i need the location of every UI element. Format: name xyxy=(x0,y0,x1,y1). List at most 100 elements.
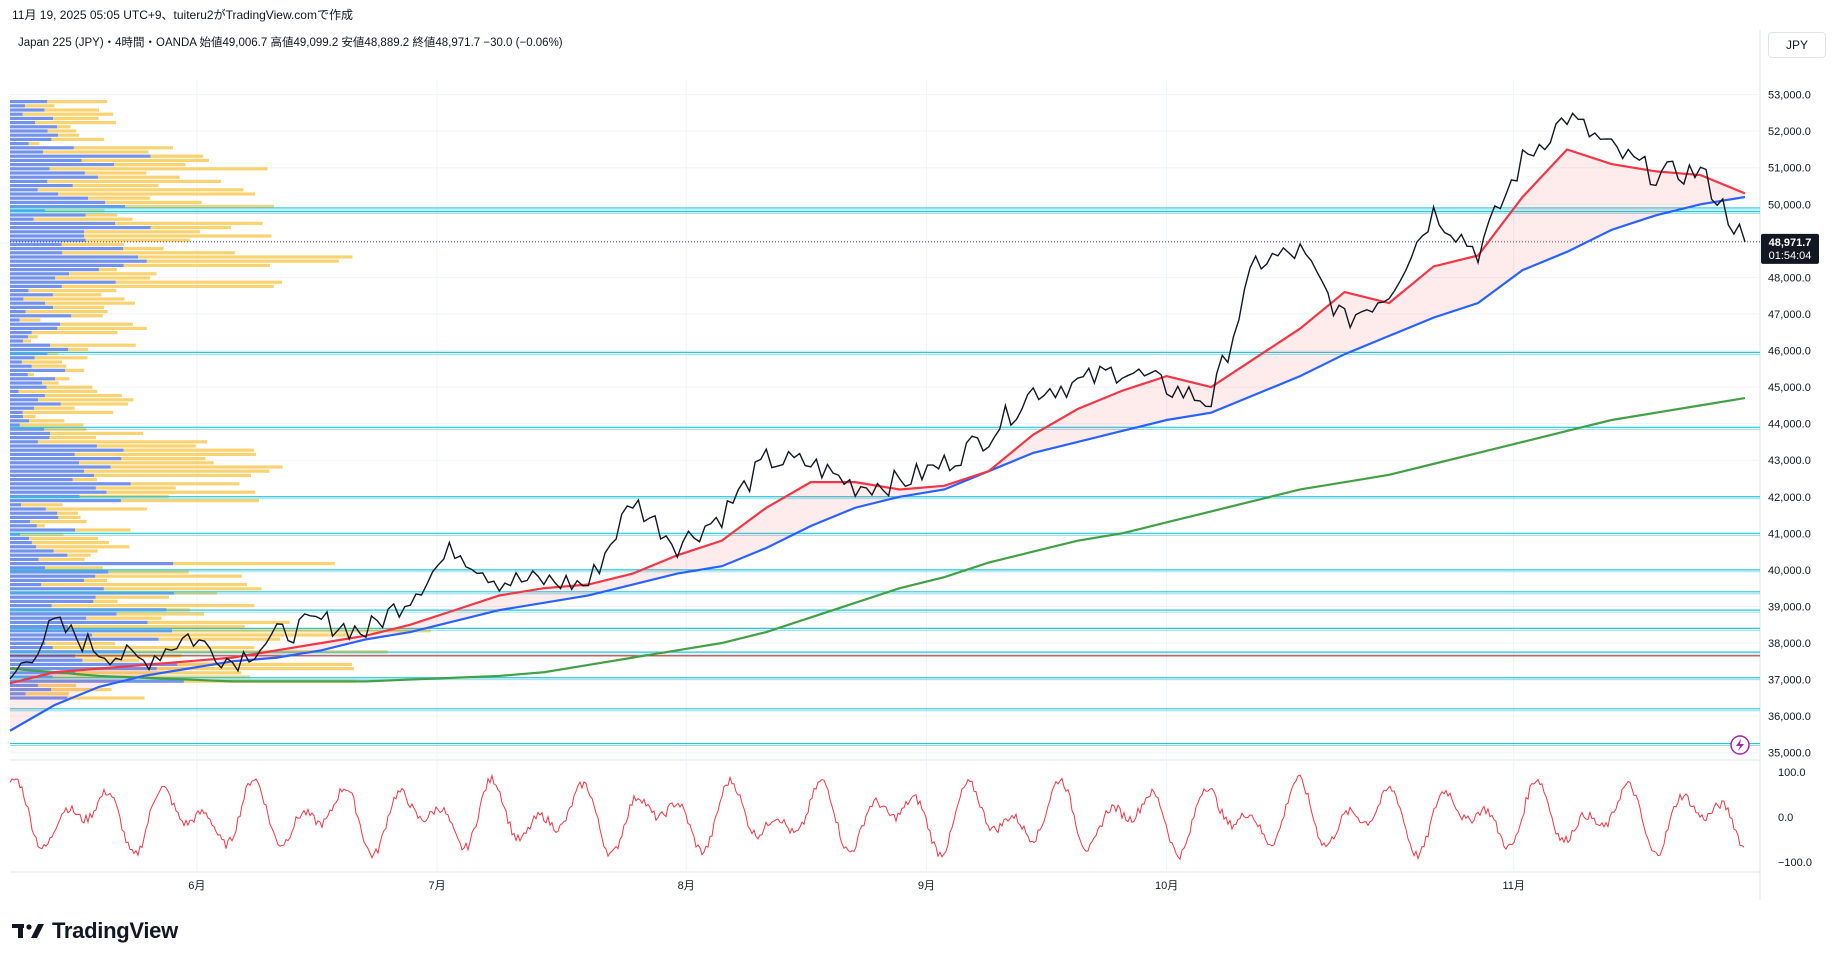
volume-bar-down xyxy=(36,545,130,549)
volume-bar-up xyxy=(10,268,99,272)
volume-bar-up xyxy=(10,532,21,536)
volume-bar-down xyxy=(28,335,38,339)
volume-bar-down xyxy=(53,549,98,553)
series-lines xyxy=(9,112,1746,732)
volume-bar-down xyxy=(95,574,242,578)
volume-bar-down xyxy=(37,683,77,687)
volume-bar-down xyxy=(52,293,102,297)
volume-bar-down xyxy=(51,137,105,141)
volume-profile xyxy=(10,100,431,700)
volume-bar-up xyxy=(10,364,32,368)
x-tick-label: 11月 xyxy=(1502,880,1524,892)
volume-bar-down xyxy=(95,486,176,490)
ma_short-line xyxy=(9,148,1746,685)
volume-bar-down xyxy=(65,368,85,372)
tradingview-logo-icon xyxy=(12,924,44,938)
volume-bar-up xyxy=(10,683,38,687)
volume-bar-down xyxy=(23,415,36,419)
volume-bar-up xyxy=(10,410,23,414)
volume-bar-up xyxy=(10,620,148,624)
volume-bar-up xyxy=(10,326,58,330)
volume-bar-down xyxy=(44,394,122,398)
oscillator xyxy=(9,773,1745,861)
volume-bar-down xyxy=(103,587,262,591)
volume-bar-up xyxy=(10,612,117,616)
volume-bar-down xyxy=(173,562,335,566)
volume-bar-down xyxy=(84,469,270,473)
volume-bar-up xyxy=(10,658,83,662)
volume-bar-up xyxy=(10,100,48,104)
volume-bar-down xyxy=(20,532,64,536)
volume-bar-up xyxy=(10,562,174,566)
volume-bar-up xyxy=(10,318,20,322)
volume-bar-up xyxy=(10,205,126,209)
volume-bar-up xyxy=(10,696,68,700)
volume-bar-up xyxy=(10,259,147,263)
volume-bar-up xyxy=(10,163,115,167)
volume-bar-up xyxy=(10,616,87,620)
currency-button[interactable]: JPY xyxy=(1768,32,1826,58)
volume-bar-down xyxy=(84,234,272,238)
volume-bar-down xyxy=(83,230,201,234)
volume-bar-down xyxy=(81,158,209,162)
volume-bar-down xyxy=(156,667,354,671)
volume-bar-down xyxy=(67,696,145,700)
volume-bar-up xyxy=(10,440,38,444)
volume-bar-down xyxy=(34,406,75,410)
volume-bar-up xyxy=(10,394,45,398)
volume-bar-down xyxy=(58,192,256,196)
volume-bar-down xyxy=(25,692,69,696)
volume-bar-down xyxy=(130,482,240,486)
volume-bar-down xyxy=(45,641,116,645)
osc-tick-label: 100.0 xyxy=(1778,767,1806,779)
volume-bar-down xyxy=(22,339,31,343)
price-axis[interactable]: 53,000.052,000.051,000.050,000.049,000.0… xyxy=(1768,90,1812,869)
volume-bar-up xyxy=(10,188,38,192)
volume-bar-down xyxy=(115,221,263,225)
volume-bar-up xyxy=(10,524,37,528)
volume-bar-up xyxy=(10,377,56,381)
volume-bar-up xyxy=(10,247,124,251)
y-tick-label: 44,000.0 xyxy=(1768,419,1811,431)
volume-bar-down xyxy=(105,200,202,204)
volume-bar-up xyxy=(10,595,96,599)
y-tick-label: 41,000.0 xyxy=(1768,528,1811,540)
volume-bar-down xyxy=(88,196,151,200)
volume-bar-down xyxy=(46,385,93,389)
volume-bar-up xyxy=(10,629,173,633)
volume-bar-up xyxy=(10,352,48,356)
volume-bar-down xyxy=(71,314,103,318)
volume-bar-down xyxy=(61,284,274,288)
volume-bar-down xyxy=(138,255,353,259)
tradingview-logo[interactable]: TradingView xyxy=(12,918,178,944)
volume-bar-up xyxy=(10,133,59,137)
volume-bar-down xyxy=(33,217,133,221)
volume-bar-down xyxy=(25,310,108,314)
volume-bar-up xyxy=(10,566,46,570)
volume-bar-down xyxy=(58,515,81,519)
volume-bar-down xyxy=(60,402,129,406)
volume-bar-up xyxy=(10,515,59,519)
volume-bar-up xyxy=(10,226,151,230)
volume-bar-down xyxy=(29,520,87,524)
volume-bar-up xyxy=(10,116,54,120)
volume-bar-down xyxy=(75,528,131,532)
volume-bar-down xyxy=(73,146,173,150)
volume-bar-down xyxy=(106,490,256,494)
volume-bar-up xyxy=(10,310,26,314)
volume-bar-up xyxy=(10,184,73,188)
volume-bar-up xyxy=(10,402,61,406)
volume-bar-up xyxy=(10,541,32,545)
chart-caption: 11月 19, 2025 05:05 UTC+9、tuiteru2がTradin… xyxy=(12,8,353,22)
lightning-icon[interactable] xyxy=(1730,735,1750,755)
volume-bar-up xyxy=(10,398,39,402)
y-tick-label: 52,000.0 xyxy=(1768,126,1811,138)
volume-bar-down xyxy=(23,297,125,301)
volume-bar-up xyxy=(10,196,89,200)
volume-bar-down xyxy=(74,452,256,456)
time-axis[interactable]: 6月 7月 8月 9月 10月 11月 xyxy=(188,880,1525,892)
volume-bar-down xyxy=(98,268,117,272)
volume-bar-up xyxy=(10,343,51,347)
volume-bar-up xyxy=(10,385,47,389)
